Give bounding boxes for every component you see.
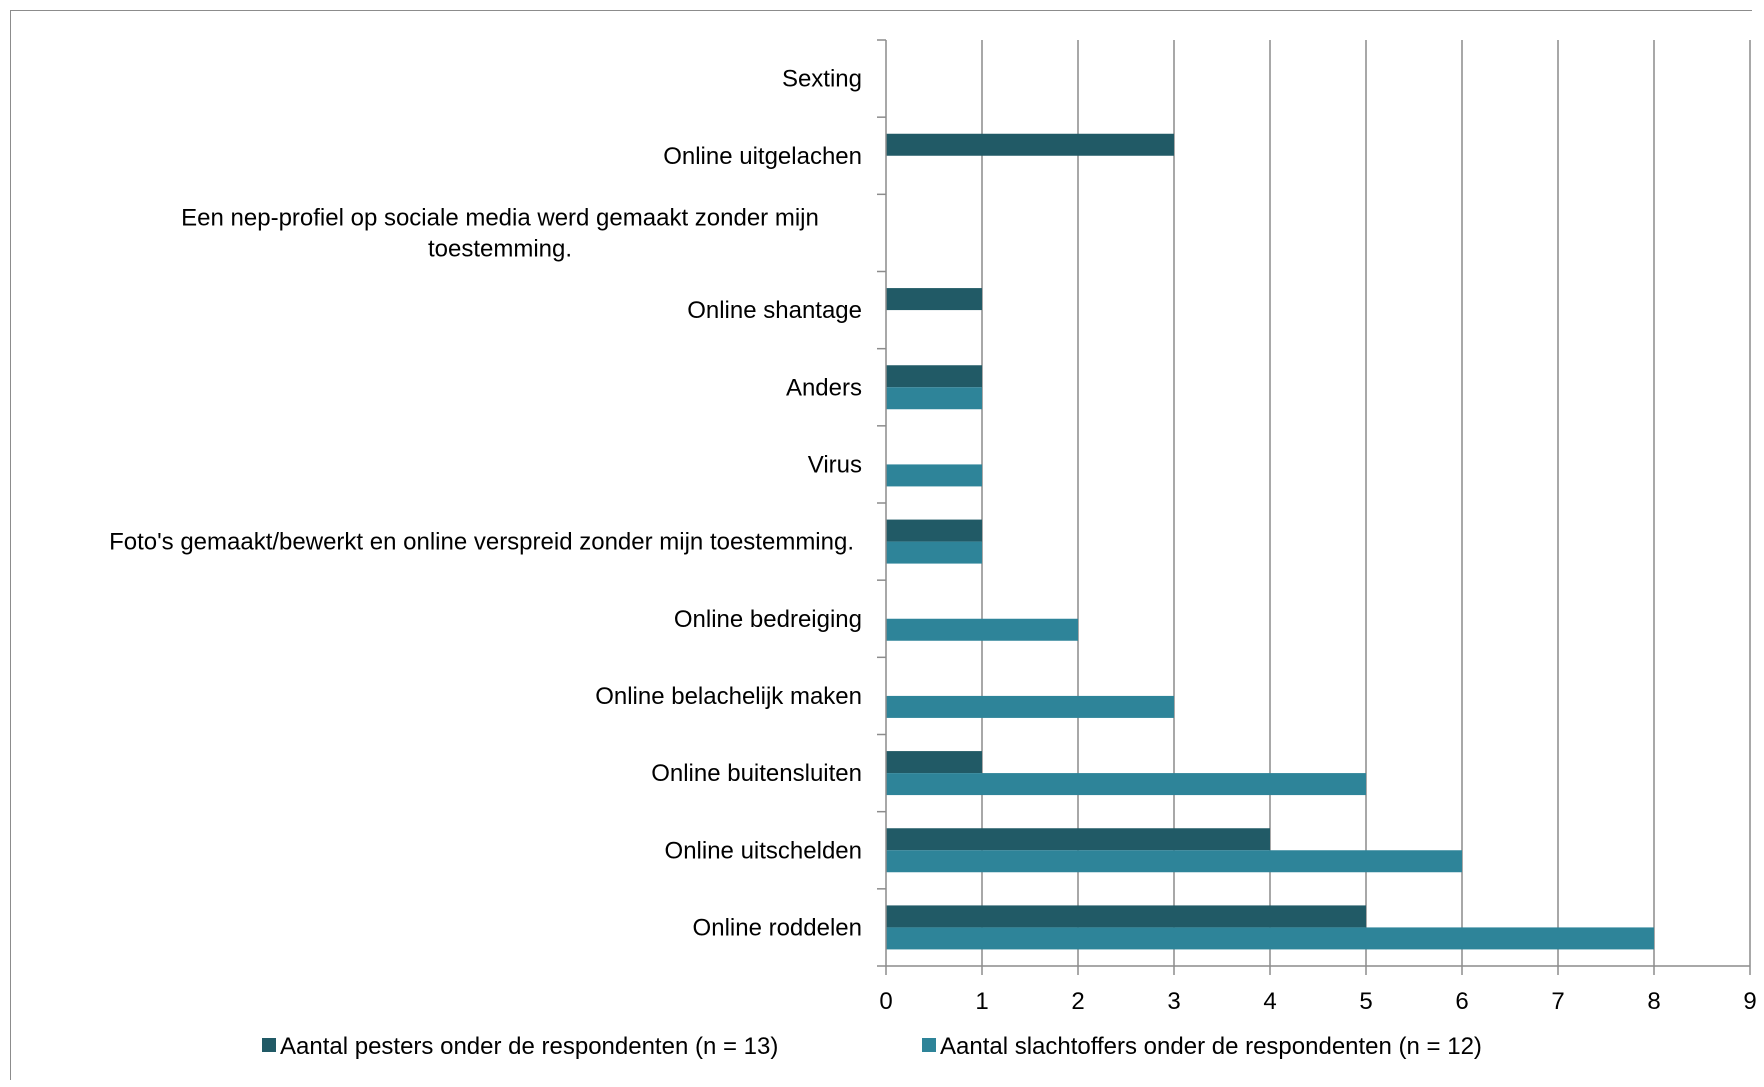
bar-pesters-11 (886, 905, 1366, 928)
bar-slachtoffers-7 (886, 618, 1078, 641)
bar-slachtoffers-10 (886, 850, 1462, 873)
legend-swatch (262, 1038, 276, 1052)
legend-swatch (922, 1038, 936, 1052)
x-tick-label-0: 0 (879, 988, 892, 1015)
legend-item-slachtoffers: Aantal slachtoffers onder de respondente… (922, 1033, 1482, 1060)
bar-slachtoffers-6 (886, 541, 982, 564)
category-label-5: Virus (808, 451, 862, 478)
category-label-4: Anders (786, 374, 862, 401)
category-label-3: Online shantage (687, 297, 862, 324)
category-label-11: Online roddelen (693, 914, 862, 941)
bar-pesters-1 (886, 133, 1174, 156)
x-tick-label-7: 7 (1551, 988, 1564, 1015)
bar-slachtoffers-8 (886, 695, 1174, 718)
bar-slachtoffers-4 (886, 387, 982, 410)
category-label-1: Online uitgelachen (663, 143, 862, 170)
gridlines (981, 40, 1751, 966)
category-label-10: Online uitschelden (665, 837, 862, 864)
x-tick-label-1: 1 (975, 988, 988, 1015)
legend-label: Aantal slachtoffers onder de respondente… (940, 1033, 1482, 1060)
bar-slachtoffers-9 (886, 773, 1366, 796)
legend-item-pesters: Aantal pesters onder de respondenten (n … (262, 1033, 778, 1060)
bar-pesters-3 (886, 288, 982, 311)
category-label-2: Een nep-profiel op sociale media werd ge… (181, 204, 819, 262)
category-label-8: Online belachelijk maken (595, 683, 862, 710)
bar-pesters-10 (886, 828, 1270, 851)
bars (886, 133, 1654, 950)
category-label-7: Online bedreiging (674, 606, 862, 633)
category-label-9: Online buitensluiten (651, 760, 862, 787)
legend: Aantal pesters onder de respondenten (n … (262, 1033, 1482, 1060)
category-label-6: Foto's gemaakt/bewerkt en online verspre… (109, 529, 854, 556)
category-labels: Sexting Online uitgelachen Een nep-profiel… (109, 66, 862, 942)
bar-pesters-4 (886, 365, 982, 388)
x-tick-label-8: 8 (1647, 988, 1660, 1015)
category-label-0: Sexting (782, 66, 862, 93)
x-tick-label-4: 4 (1263, 988, 1276, 1015)
x-tick-labels: 0 1 2 3 4 5 6 7 8 9 (879, 988, 1756, 1015)
bar-pesters-6 (886, 519, 982, 542)
x-tick-label-6: 6 (1455, 988, 1468, 1015)
x-tick-label-5: 5 (1359, 988, 1372, 1015)
axes (877, 39, 1751, 975)
legend-label: Aantal pesters onder de respondenten (n … (280, 1033, 778, 1060)
bar-pesters-9 (886, 751, 982, 774)
bar-slachtoffers-11 (886, 927, 1654, 950)
x-tick-label-2: 2 (1071, 988, 1084, 1015)
x-tick-label-3: 3 (1167, 988, 1180, 1015)
chart-frame (10, 10, 1752, 1080)
x-tick-label-9: 9 (1743, 988, 1756, 1015)
bar-slachtoffers-5 (886, 464, 982, 487)
